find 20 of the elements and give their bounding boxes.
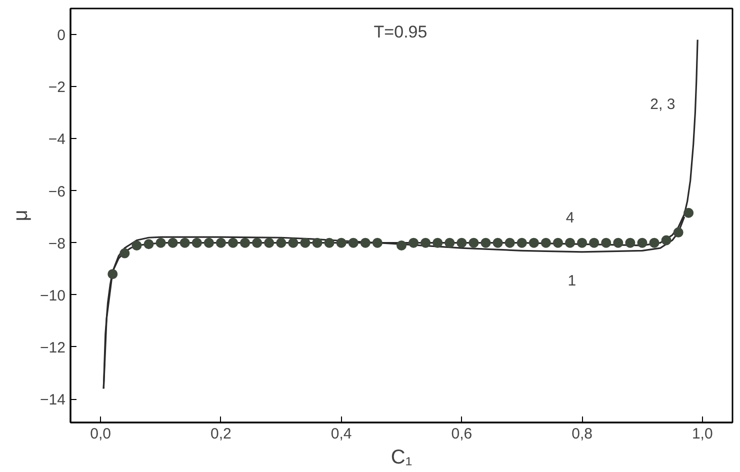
y-axis-title: μ <box>10 210 32 222</box>
y-tick-label: −12 <box>40 339 66 356</box>
x-tick-label: 0,6 <box>451 426 472 442</box>
series-label: 4 <box>566 209 574 226</box>
y-tick-label: −8 <box>48 235 66 252</box>
x-tick-label: 0,4 <box>330 426 352 442</box>
x-tick-label: 1,0 <box>692 426 713 442</box>
y-tick-label: −6 <box>48 183 66 200</box>
y-tick-label: −10 <box>40 287 66 304</box>
x-tick-label: 0,8 <box>572 426 592 442</box>
x-tick-label: 0,2 <box>210 426 232 442</box>
annotation: T=0.95 <box>374 22 428 42</box>
y-tick-label: −2 <box>48 79 66 96</box>
series-label: 2, 3 <box>650 96 676 114</box>
series-label: 1 <box>568 272 576 290</box>
x-tick-label: 0,0 <box>90 426 112 442</box>
y-tick-label: −4 <box>48 131 66 148</box>
y-tick-label: 0 <box>57 27 66 44</box>
x-axis-title: C₁ <box>390 446 412 468</box>
y-tick-label: −14 <box>40 392 66 409</box>
